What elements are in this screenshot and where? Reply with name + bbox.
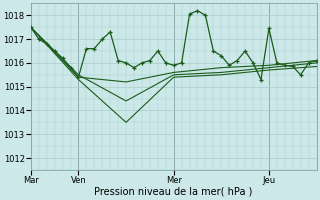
X-axis label: Pression niveau de la mer( hPa ): Pression niveau de la mer( hPa )	[94, 187, 253, 197]
